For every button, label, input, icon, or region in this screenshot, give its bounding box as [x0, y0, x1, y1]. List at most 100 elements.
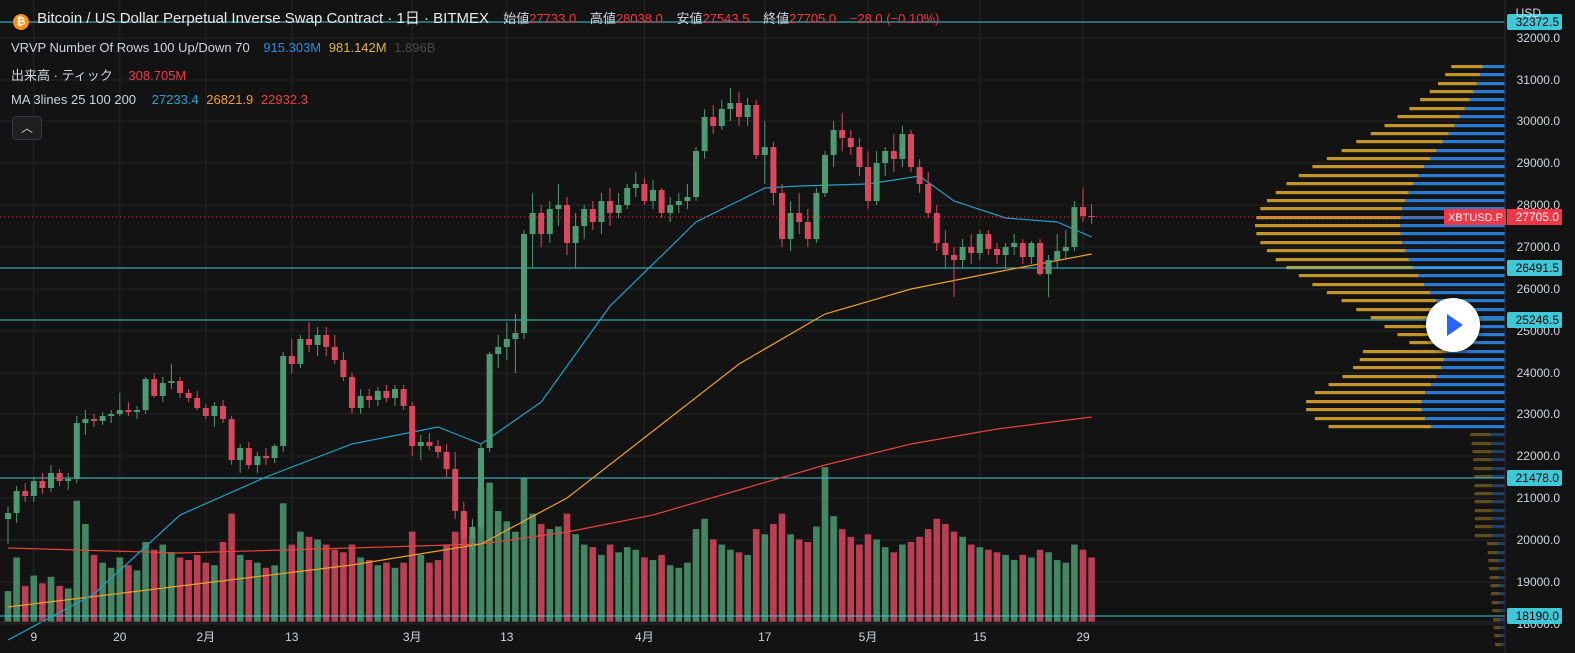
- volume-bar: [1028, 557, 1035, 622]
- volume-profile-down: [1256, 232, 1401, 236]
- volume-bar: [64, 588, 72, 622]
- candle-body: [443, 452, 450, 469]
- volume-profile-up: [1482, 65, 1505, 69]
- volume-bar: [417, 554, 425, 622]
- volume-profile-down: [1256, 216, 1401, 220]
- candle: [340, 352, 347, 381]
- candle-body: [435, 446, 441, 452]
- volume-profile-down: [1471, 442, 1491, 446]
- volume-profile-up: [1464, 341, 1505, 345]
- volume-bar: [821, 467, 829, 622]
- candle-body: [624, 188, 631, 205]
- collapse-legend-button[interactable]: ︿: [12, 116, 42, 140]
- volume-profile-down: [1489, 576, 1499, 580]
- volume-bar: [357, 557, 364, 622]
- volume-bar: [90, 554, 98, 622]
- candle-body: [452, 469, 459, 511]
- volume-bar: [1062, 562, 1070, 622]
- candle-body: [503, 339, 510, 347]
- volume-bar: [133, 570, 141, 622]
- candle: [1037, 239, 1043, 276]
- candle: [822, 151, 828, 197]
- volume-profile-up: [1400, 224, 1505, 228]
- volume-bar: [701, 518, 708, 622]
- candle: [400, 385, 407, 410]
- volume-bar: [830, 516, 837, 622]
- candle-body: [675, 201, 682, 205]
- candle-body: [538, 213, 545, 234]
- volume-bar: [1010, 560, 1018, 622]
- volume-bar: [469, 536, 476, 622]
- candle: [39, 473, 46, 494]
- volume-profile-down: [1494, 634, 1501, 638]
- candle: [426, 433, 433, 450]
- candle: [641, 178, 648, 205]
- volume-bars: [4, 467, 1095, 622]
- volume-profile-down: [1370, 132, 1449, 136]
- volume-profile-up: [1492, 492, 1505, 496]
- volume-bar: [881, 547, 889, 622]
- volume-profile-down: [1493, 618, 1500, 622]
- candle-body: [684, 197, 691, 201]
- price-tick-label: 31000.0: [1517, 73, 1561, 87]
- candle: [779, 184, 785, 247]
- candle: [985, 230, 992, 255]
- candle: [873, 151, 880, 205]
- candle-body: [847, 138, 854, 147]
- volume-profile-down: [1492, 609, 1500, 613]
- play-replay-button[interactable]: [1426, 298, 1480, 352]
- volume-profile-up: [1421, 400, 1505, 404]
- volume-bar: [314, 539, 321, 622]
- volume-profile-up: [1497, 542, 1505, 546]
- volume-profile-up: [1473, 90, 1505, 94]
- candle-body: [469, 527, 476, 538]
- candle-body: [426, 442, 433, 446]
- candle: [968, 234, 975, 264]
- volume-profile-up: [1418, 174, 1505, 178]
- candle: [469, 519, 476, 553]
- candle: [91, 414, 97, 427]
- candle-body: [804, 222, 811, 239]
- level-price-label: 26491.5: [1516, 261, 1560, 275]
- candle-body: [1062, 247, 1069, 251]
- candle-body: [1011, 243, 1018, 247]
- volume-profile-down: [1493, 626, 1501, 630]
- time-tick-label: 9: [30, 630, 37, 644]
- volume-bar: [623, 547, 631, 622]
- candle: [460, 502, 467, 557]
- candle-body: [271, 446, 278, 458]
- candle-body: [770, 147, 777, 193]
- price-tick-label: 30000.0: [1517, 114, 1561, 128]
- volume-profile-up: [1491, 450, 1505, 454]
- volume-profile-up: [1430, 291, 1505, 295]
- candle-body: [1088, 216, 1095, 217]
- volume-bar: [916, 536, 923, 622]
- volume-bar: [322, 544, 330, 622]
- candle-body: [607, 201, 613, 213]
- volume-profile-down: [1384, 325, 1455, 329]
- volume-bar: [30, 575, 38, 622]
- volume-bar: [486, 482, 493, 622]
- volume-bar: [331, 549, 339, 622]
- price-tick-label: 28000.0: [1517, 198, 1561, 212]
- volume-bar: [770, 523, 777, 622]
- candle: [82, 410, 89, 435]
- volume-profile-down: [1474, 475, 1493, 479]
- time-tick-label: 29: [1076, 630, 1090, 644]
- price-tick-label: 23000.0: [1517, 407, 1561, 421]
- volume-profile-down: [1312, 283, 1425, 287]
- level-price-tag: [1507, 470, 1562, 486]
- candle: [658, 188, 665, 218]
- candle: [632, 172, 639, 197]
- volume-profile-down: [1370, 316, 1449, 320]
- volume-bar: [718, 544, 726, 622]
- candle-body: [933, 213, 940, 243]
- candle: [675, 193, 682, 213]
- candle: [538, 205, 545, 247]
- volume-bar: [451, 531, 459, 622]
- volume-profile-down: [1266, 249, 1405, 253]
- candle: [1080, 188, 1086, 222]
- candle: [366, 389, 373, 408]
- candle-body: [237, 448, 244, 460]
